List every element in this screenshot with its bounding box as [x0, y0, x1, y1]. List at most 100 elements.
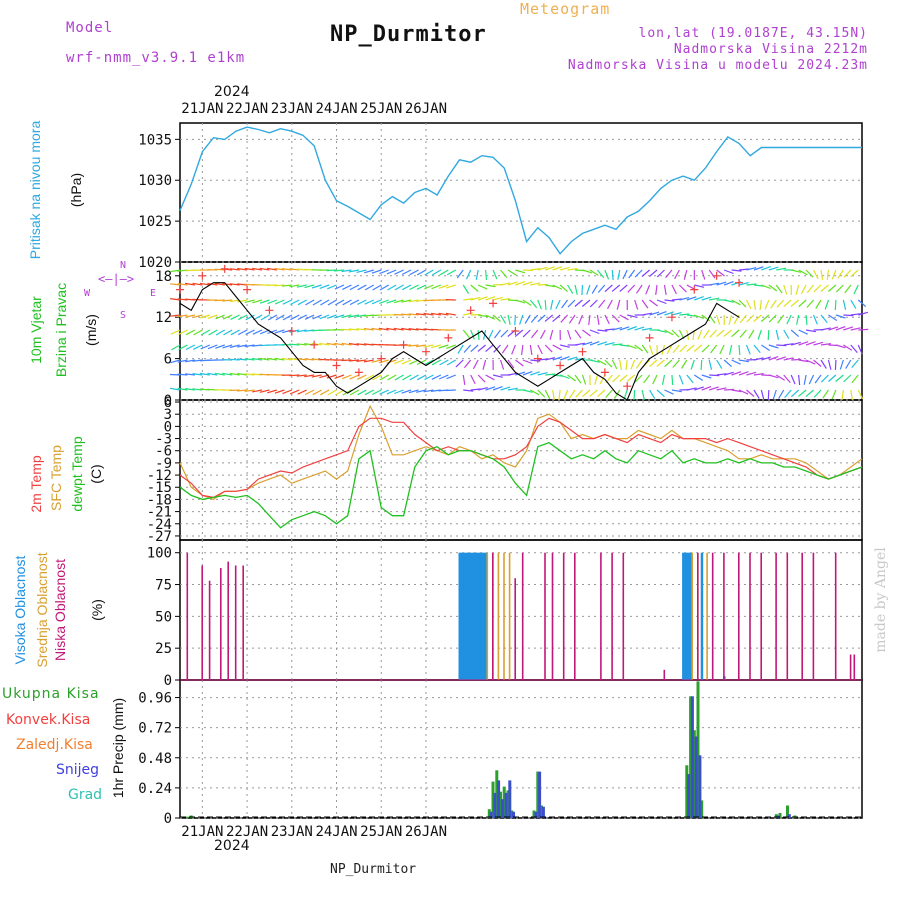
wind-barb	[622, 269, 628, 280]
wind-barb	[304, 329, 315, 332]
wind-barb	[408, 389, 419, 394]
wind-barb	[297, 299, 307, 306]
precip-frame	[179, 679, 863, 819]
wind-barb	[529, 344, 533, 355]
wind-barb	[842, 299, 847, 310]
wind-barb	[716, 329, 725, 338]
wind-barb	[281, 284, 292, 287]
wind-barb	[492, 374, 503, 378]
wind-barb	[470, 329, 475, 340]
wind-barb	[522, 389, 533, 393]
wind-barb	[672, 344, 680, 354]
wind-barb	[357, 284, 367, 291]
cloud-bar	[503, 552, 505, 680]
wind-barb	[401, 359, 412, 365]
wind-barb	[597, 284, 606, 293]
wind-barb	[431, 284, 442, 290]
wind-barb	[545, 284, 556, 288]
wind-barb	[341, 359, 352, 362]
wind-barb	[326, 342, 337, 346]
wind-barb	[492, 314, 501, 323]
wind-barb	[545, 266, 555, 271]
wind-barb	[611, 284, 621, 292]
wind-barb	[559, 356, 570, 361]
wind-barb	[462, 329, 471, 339]
wind-barb	[230, 314, 240, 320]
precip-tick-label: 0.96	[138, 691, 172, 707]
wind-barb	[582, 341, 593, 346]
wind-barb	[656, 359, 665, 367]
wind-barb	[616, 299, 621, 310]
wind-barb	[296, 284, 307, 288]
wind-gust-marker	[712, 271, 721, 280]
wind-barb	[327, 299, 337, 306]
wind-barb	[522, 299, 532, 306]
wind-barb	[746, 283, 757, 286]
wind-gust-marker	[220, 264, 229, 273]
wind-barb	[222, 344, 233, 349]
wind-barb	[567, 356, 578, 361]
cloud-bar	[482, 552, 486, 680]
wind-barb	[522, 371, 533, 376]
wind-barb	[656, 329, 667, 333]
wind-barb	[357, 389, 367, 396]
wind-barb	[567, 284, 574, 294]
wind-barb	[470, 284, 479, 292]
wind-barb	[394, 389, 404, 395]
temp-tick-label: -27	[147, 529, 172, 545]
cloud-tick-label: 100	[147, 546, 172, 562]
dewpoint-line	[179, 441, 863, 529]
wind-barb	[683, 269, 688, 280]
wind-barb	[515, 269, 526, 274]
wind-barb	[222, 282, 233, 286]
wind-barb	[305, 299, 315, 306]
wind-barb	[529, 299, 538, 309]
wind-barb	[798, 359, 809, 363]
wind-barb	[719, 344, 725, 355]
wind-barb	[492, 296, 503, 301]
wind-barb	[311, 374, 322, 378]
wind-barb	[363, 359, 374, 363]
cloud-bar	[492, 552, 494, 680]
wind-barb	[841, 389, 844, 400]
wind-barb	[827, 359, 832, 370]
wind-barb	[835, 314, 846, 319]
wind-barb	[539, 329, 546, 340]
temp-tick-label: -9	[155, 456, 172, 472]
wind-barb	[767, 329, 770, 341]
cloud-bar	[462, 552, 465, 680]
wind-barb	[837, 269, 844, 279]
wind-barb	[649, 359, 658, 368]
wind-barb	[649, 311, 660, 316]
wind-tick-label: 18	[155, 269, 172, 285]
wind-barb	[184, 359, 196, 363]
legend-snow: Snijeg	[56, 762, 100, 778]
wind-barb	[408, 299, 419, 303]
wind-barb	[387, 374, 397, 381]
wind-barb	[775, 284, 783, 294]
wind-barb	[424, 374, 434, 381]
wind-barb	[827, 284, 837, 292]
wind-barb	[581, 374, 587, 385]
wind-barb	[409, 359, 419, 365]
cloud-bar	[486, 552, 489, 680]
cloud-bar	[711, 552, 714, 680]
wind-barb	[834, 299, 837, 311]
wind-barb	[274, 267, 285, 271]
wind-barb	[470, 296, 481, 301]
wind-barb	[356, 343, 367, 346]
wind-barb	[424, 269, 434, 276]
wind-barb	[386, 269, 397, 275]
wind-barb	[215, 344, 225, 349]
wind-barb	[619, 284, 628, 293]
wind-barb	[853, 284, 859, 295]
wind-barb	[378, 327, 389, 331]
wind-barb	[386, 327, 397, 331]
wind-barb	[671, 284, 677, 295]
temp-tick-label: 3	[164, 407, 172, 423]
wind-barb	[544, 344, 553, 353]
wind-barb	[753, 299, 757, 310]
wind-barb	[783, 299, 792, 308]
wind-barb	[334, 374, 345, 379]
wind-barb	[784, 389, 792, 398]
